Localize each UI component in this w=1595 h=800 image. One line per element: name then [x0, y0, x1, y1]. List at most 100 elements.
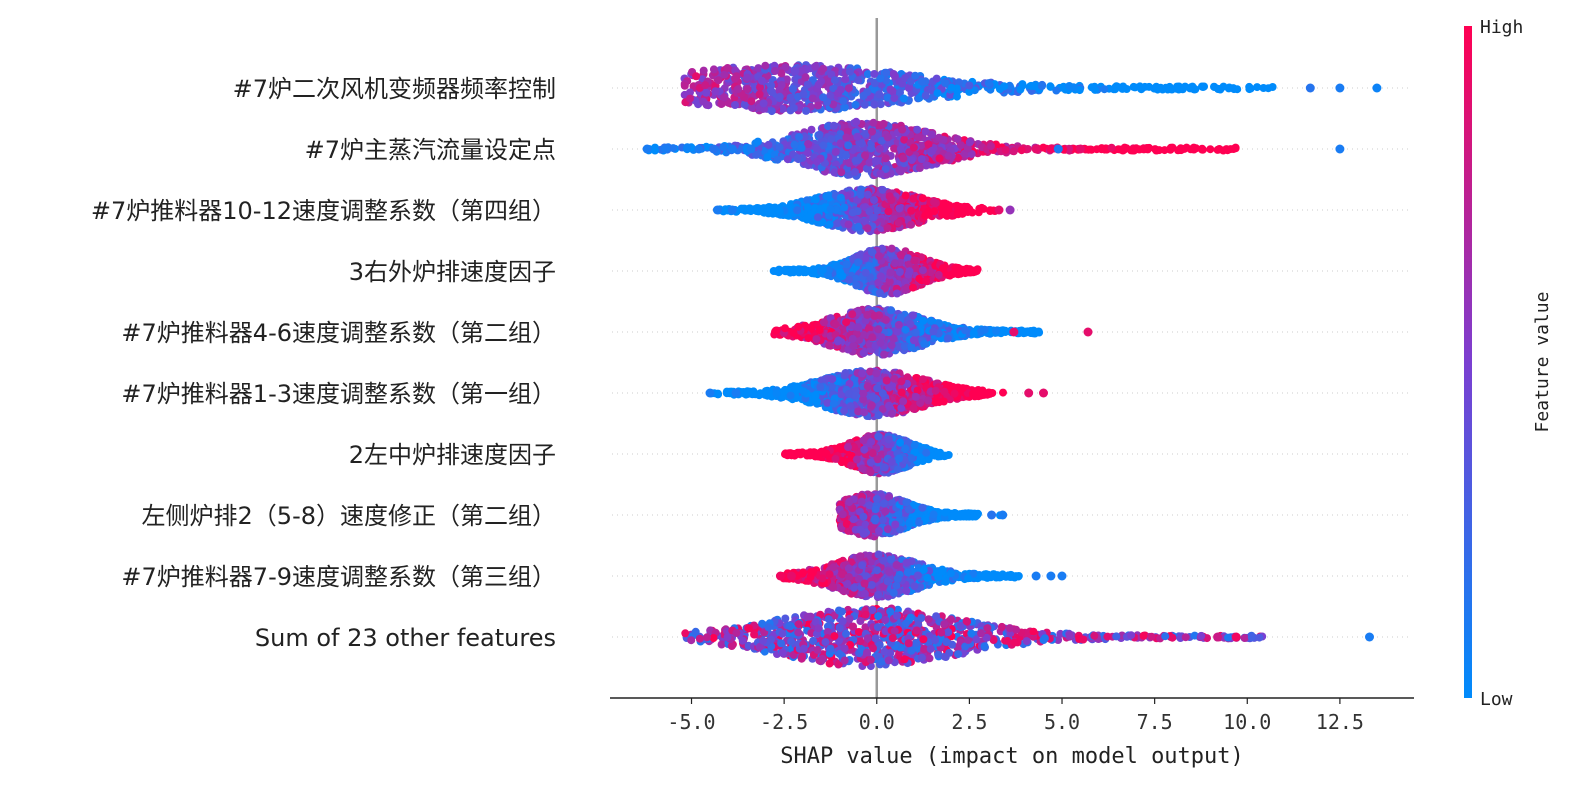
shap-point — [724, 98, 733, 107]
shap-point — [797, 143, 806, 152]
shap-point — [1129, 82, 1138, 91]
shap-outlier-point — [1046, 144, 1056, 154]
shap-point — [761, 61, 770, 70]
shap-point — [731, 101, 739, 109]
shap-point — [770, 67, 779, 75]
shap-point — [865, 262, 874, 270]
shap-point — [836, 85, 845, 94]
shap-point — [909, 194, 918, 203]
shap-point — [1189, 143, 1198, 152]
shap-point — [1233, 85, 1242, 94]
shap-point — [940, 209, 949, 217]
shap-point — [714, 76, 723, 85]
shap-point — [775, 207, 784, 216]
shap-point — [896, 88, 904, 97]
shap-point — [1152, 146, 1161, 155]
shap-point — [777, 81, 786, 89]
shap-point — [746, 207, 755, 216]
shap-point — [906, 77, 915, 86]
shap-point — [941, 200, 950, 209]
shap-point — [818, 266, 827, 274]
shap-point — [699, 97, 708, 106]
shap-outlier-point — [1005, 205, 1015, 215]
shap-point — [1199, 83, 1207, 91]
shap-point — [877, 136, 886, 145]
shap-point — [840, 203, 849, 212]
shap-point — [918, 194, 927, 203]
shap-point — [1009, 147, 1018, 156]
shap-point — [1100, 85, 1109, 94]
row-guides — [612, 87, 1412, 638]
shap-point — [909, 143, 918, 152]
shap-point — [859, 349, 868, 358]
shap-point — [965, 138, 974, 147]
shap-point — [753, 137, 762, 146]
shap-point — [907, 220, 916, 229]
shap-point — [804, 334, 813, 343]
shap-point — [992, 326, 1001, 335]
shap-point — [799, 90, 808, 99]
shap-point — [1206, 145, 1215, 154]
shap-point — [907, 156, 916, 164]
shap-point — [881, 315, 890, 324]
shap-point — [854, 222, 863, 231]
shap-point — [870, 196, 878, 205]
shap-point — [651, 146, 659, 155]
shap-point — [827, 135, 836, 144]
shap-point — [852, 215, 861, 224]
shap-point — [953, 92, 961, 101]
shap-point — [699, 66, 708, 75]
shap-point — [723, 64, 732, 72]
shap-point — [932, 74, 941, 83]
shap-point — [969, 329, 978, 338]
shap-point — [863, 190, 872, 199]
shap-point — [1052, 86, 1061, 95]
shap-point — [920, 339, 929, 348]
shap-point — [869, 213, 878, 222]
shap-point — [1198, 145, 1207, 154]
shap-point — [734, 85, 743, 94]
shap-point — [870, 100, 879, 109]
shap-point — [1264, 84, 1273, 93]
shap-point — [826, 91, 835, 100]
shap-point — [930, 197, 938, 206]
shap-point — [819, 141, 828, 150]
shap-point — [867, 144, 876, 153]
shap-point — [863, 70, 872, 79]
shap-point — [789, 104, 798, 112]
shap-point — [975, 204, 984, 213]
shap-point — [786, 93, 795, 102]
shap-point — [1172, 84, 1181, 93]
shap-point — [965, 81, 974, 90]
shap-point — [692, 72, 701, 81]
shap-point — [933, 89, 942, 98]
shap-point — [875, 90, 884, 99]
shap-point — [788, 85, 797, 93]
shap-point — [844, 84, 853, 93]
shap-point — [812, 157, 821, 166]
shap-point — [874, 325, 883, 334]
shap-point — [909, 311, 917, 320]
shap-point — [773, 267, 782, 276]
shap-point — [1120, 143, 1129, 152]
shap-point — [842, 260, 851, 269]
shap-point — [811, 62, 820, 71]
shap-point — [775, 143, 784, 152]
shap-point — [1166, 143, 1175, 152]
shap-point — [943, 334, 952, 343]
shap-point — [1107, 143, 1116, 152]
shap-point — [901, 191, 910, 200]
shap-point — [927, 130, 936, 139]
shap-point — [1038, 82, 1046, 91]
shap-point — [837, 168, 846, 177]
shap-point — [803, 80, 812, 89]
shap-point — [875, 145, 884, 153]
shap-point — [711, 87, 720, 96]
shap-point — [848, 310, 857, 319]
shap-point — [844, 141, 853, 150]
shap-point — [819, 318, 828, 327]
shap-outlier-point — [1009, 327, 1019, 337]
shap-point — [851, 156, 860, 165]
shap-point — [763, 71, 772, 80]
